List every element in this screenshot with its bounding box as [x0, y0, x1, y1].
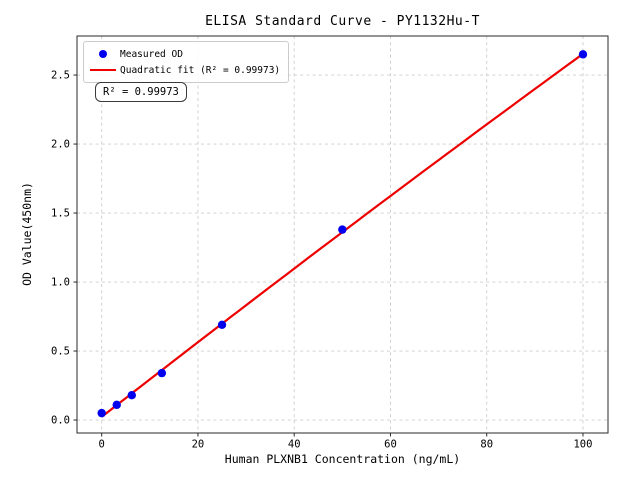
legend-item-measured-od: Measured OD — [86, 46, 280, 62]
r-squared-annotation: R² = 0.99973 — [95, 82, 187, 102]
measured-od-dot-icon — [99, 50, 107, 58]
x-tick-label: 100 — [573, 439, 592, 451]
x-tick-label: 40 — [288, 439, 301, 451]
legend-label-quadratic-fit: Quadratic fit (R² = 0.99973) — [120, 64, 281, 76]
data-point — [127, 390, 136, 400]
y-tick-label: 1.0 — [51, 277, 70, 289]
x-tick-label: 0 — [99, 439, 105, 451]
data-point — [157, 368, 167, 378]
quadratic-fit-line — [101, 52, 584, 418]
axes-spines — [76, 35, 609, 434]
x-axis-label: Human PLXNB1 Concentration (ng/mL) — [224, 452, 461, 466]
y-axis-label: OD Value(450nm) — [20, 182, 34, 286]
data-point — [112, 400, 121, 410]
data-point — [97, 408, 106, 418]
data-point — [217, 320, 227, 330]
y-tick-label: 0.0 — [51, 415, 70, 427]
y-tick-label: 0.5 — [51, 346, 70, 358]
x-tick-label: 20 — [192, 439, 205, 451]
x-tick-label: 80 — [480, 439, 493, 451]
data-point — [338, 225, 347, 234]
y-tick-label: 2.5 — [51, 70, 70, 82]
x-tick-label: 60 — [384, 439, 397, 451]
legend: Measured OD Quadratic fit (R² = 0.99973) — [83, 41, 290, 83]
legend-marker-cell — [86, 68, 120, 72]
legend-marker-cell — [86, 50, 120, 58]
y-tick-label: 2.0 — [51, 139, 70, 151]
chart-title: ELISA Standard Curve - PY1132Hu-T — [205, 14, 480, 29]
y-tick-label: 1.5 — [51, 208, 70, 220]
legend-item-quadratic-fit: Quadratic fit (R² = 0.99973) — [86, 62, 280, 78]
quadratic-fit-line-icon — [90, 68, 116, 72]
legend-label-measured-od: Measured OD — [120, 48, 183, 60]
data-point — [578, 50, 588, 59]
